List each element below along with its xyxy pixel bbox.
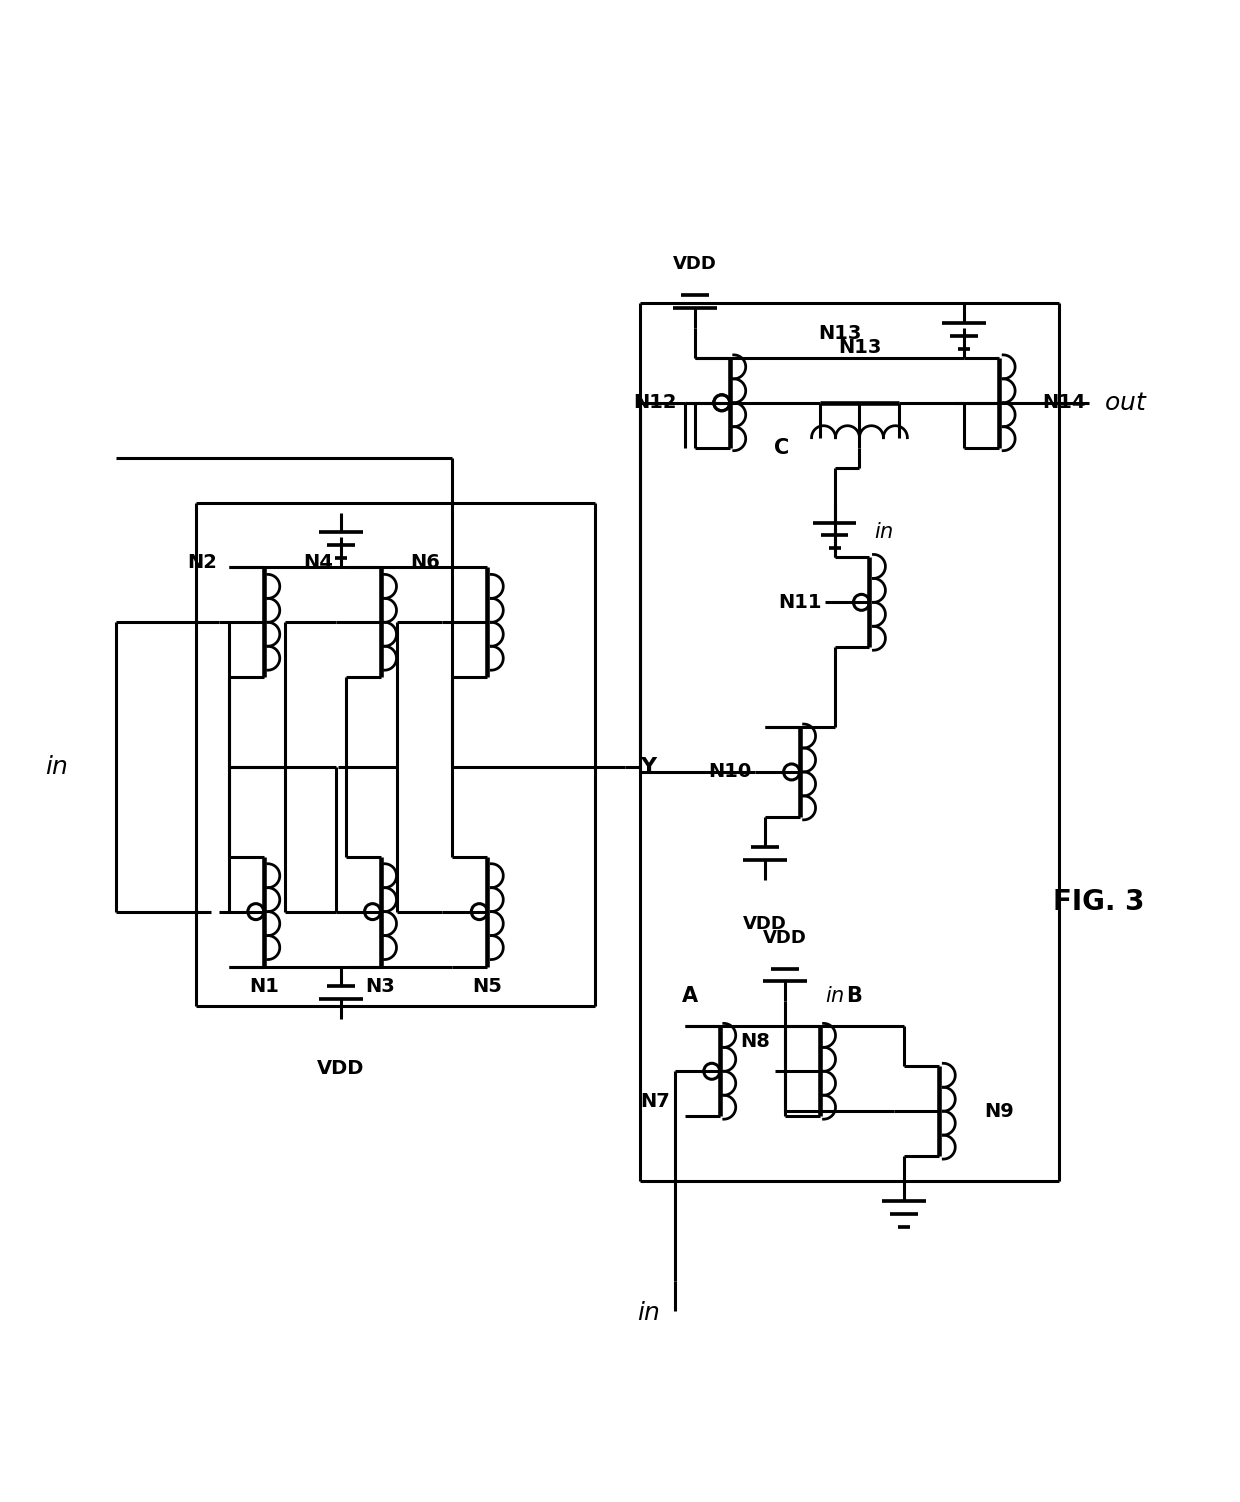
Text: N5: N5 [472,976,502,996]
Text: Y: Y [640,757,656,777]
Text: N8: N8 [740,1032,770,1051]
Text: N9: N9 [985,1101,1014,1120]
Text: N13: N13 [838,338,882,357]
Text: N3: N3 [366,976,396,996]
Text: VDD: VDD [317,1059,365,1078]
Text: N1: N1 [249,976,279,996]
Text: N12: N12 [634,394,677,412]
Text: B: B [847,987,862,1006]
Text: VDD: VDD [763,928,806,946]
Text: $in$: $in$ [45,756,68,780]
Text: VDD: VDD [743,915,786,933]
Text: N11: N11 [777,593,821,611]
Text: N4: N4 [304,553,334,572]
Text: N13: N13 [818,324,862,342]
Text: N10: N10 [708,763,751,781]
Text: $in$: $in$ [874,523,894,542]
Text: N14: N14 [1043,394,1086,412]
Text: C: C [774,437,790,458]
Text: $in$: $in$ [825,987,844,1006]
Text: $in$: $in$ [637,1301,660,1325]
Text: A: A [682,987,698,1006]
Text: N2: N2 [187,553,217,572]
Text: VDD: VDD [673,255,717,273]
Text: N6: N6 [410,553,440,572]
Text: $out$: $out$ [1104,391,1148,415]
Text: N7: N7 [640,1092,670,1110]
Text: FIG. 3: FIG. 3 [1053,888,1145,916]
